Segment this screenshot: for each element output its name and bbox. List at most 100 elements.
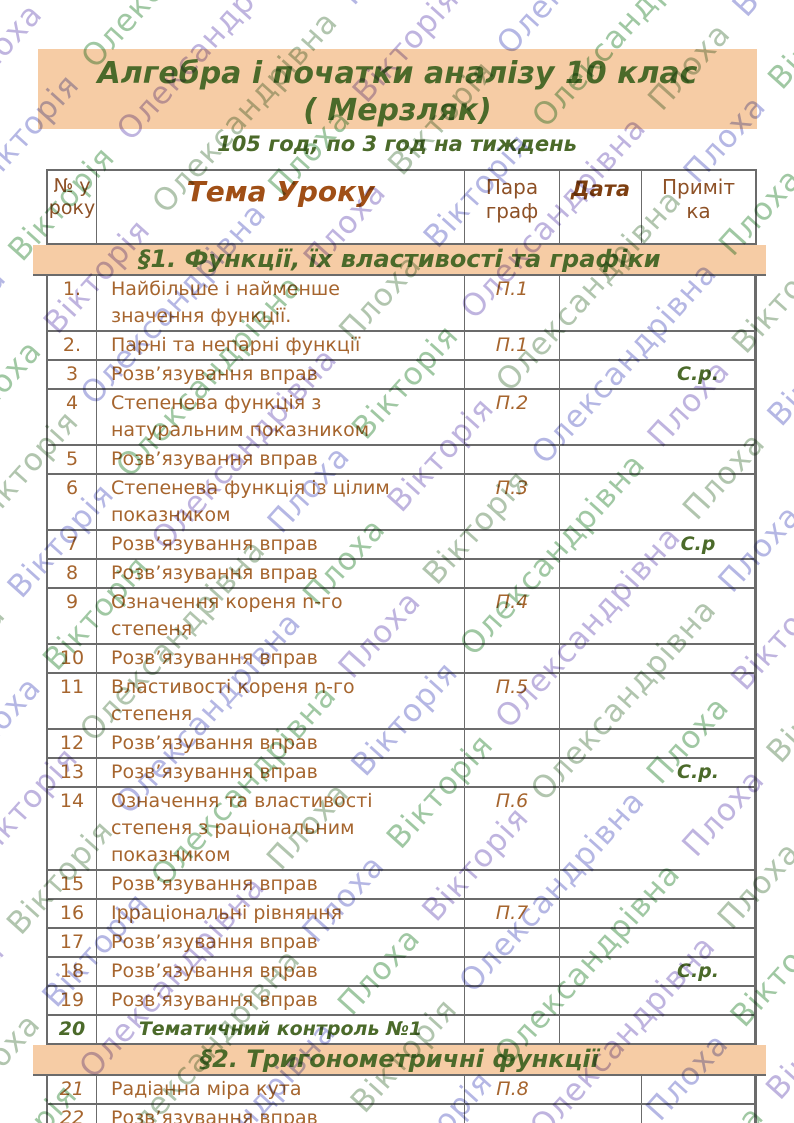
date-cell — [560, 1016, 642, 1045]
paragraph-cell — [465, 361, 560, 390]
date-cell — [560, 871, 642, 900]
lesson-number-cell: 4 — [48, 390, 97, 446]
lesson-number-cell: 12 — [48, 730, 97, 759]
lesson-number-cell: 10 — [48, 645, 97, 674]
note-cell — [642, 589, 755, 645]
lesson-number-cell: 5 — [48, 446, 97, 475]
paragraph-cell — [465, 446, 560, 475]
lesson-topic-cell: Розв’язування вправ — [97, 531, 465, 560]
lesson-topic-cell: Розв’язування вправ — [97, 645, 465, 674]
lesson-number-cell: 2. — [48, 332, 97, 361]
paragraph-cell: П.7 — [465, 900, 560, 929]
note-cell — [642, 929, 755, 958]
note-cell — [642, 987, 755, 1016]
lesson-topic-cell: Ірраціональні рівняння — [97, 900, 465, 929]
note-cell — [642, 1076, 755, 1105]
paragraph-cell: П.4 — [465, 589, 560, 645]
date-cell — [560, 531, 642, 560]
lesson-topic-cell: Означення та властивості степеня з раціо… — [97, 788, 465, 871]
subtitle: 105 год; по 3 год на тиждень — [217, 132, 577, 156]
paragraph-cell — [465, 958, 560, 987]
lesson-number-cell: 17 — [48, 929, 97, 958]
lesson-topic-cell: Степенева функція з натуральним показник… — [97, 390, 465, 446]
lesson-topic-cell: Розв’язування вправ — [97, 929, 465, 958]
lesson-topic-cell: Розв’язування вправ — [97, 1105, 465, 1123]
column-header-topic: Тема Уроку — [97, 171, 465, 245]
date-cell — [560, 987, 642, 1016]
note-cell — [642, 332, 755, 361]
paragraph-cell: П.6 — [465, 788, 560, 871]
lesson-topic-cell: Найбільше і найменше значення функції. — [97, 276, 465, 332]
lesson-number-cell: 20 — [48, 1016, 97, 1045]
page-title-line2: ( Мерзляк) — [303, 93, 492, 128]
column-header-date: Дата — [560, 171, 642, 245]
paragraph-cell: П.1 — [465, 332, 560, 361]
paragraph-cell — [465, 560, 560, 589]
note-cell: С.р — [642, 531, 755, 560]
date-cell — [560, 1105, 642, 1123]
lesson-number-cell: 19 — [48, 987, 97, 1016]
note-cell: С.р. — [642, 361, 755, 390]
lesson-topic-cell: Розв’язування вправ — [97, 987, 465, 1016]
lesson-number-cell: 14 — [48, 788, 97, 871]
page-title-line1: Алгебра і початки аналізу 10 клас — [97, 56, 698, 91]
lesson-topic-cell: Радіанна міра кута — [97, 1076, 465, 1105]
paragraph-cell — [465, 871, 560, 900]
paragraph-cell — [465, 929, 560, 958]
lesson-number-cell: 1. — [48, 276, 97, 332]
paragraph-cell: П.2 — [465, 390, 560, 446]
note-cell — [642, 390, 755, 446]
lesson-topic-cell: Розв’язування вправ — [97, 958, 465, 987]
note-cell — [642, 788, 755, 871]
note-cell — [642, 900, 755, 929]
date-cell — [560, 390, 642, 446]
lesson-number-cell: 3 — [48, 361, 97, 390]
lesson-number-cell: 16 — [48, 900, 97, 929]
lesson-number-cell: 8 — [48, 560, 97, 589]
section-header: §2. Тригонометричні функції — [33, 1045, 766, 1076]
date-cell — [560, 332, 642, 361]
date-cell — [560, 446, 642, 475]
date-cell — [560, 1076, 642, 1105]
note-cell — [642, 871, 755, 900]
lesson-topic-cell: Розв’язування вправ — [97, 361, 465, 390]
lesson-topic-cell: Розв’язування вправ — [97, 560, 465, 589]
date-cell — [560, 276, 642, 332]
document-content: Алгебра і початки аналізу 10 клас ( Мерз… — [0, 49, 794, 1123]
note-cell — [642, 475, 755, 531]
paragraph-cell — [465, 1016, 560, 1045]
lesson-number-cell: 18 — [48, 958, 97, 987]
paragraph-cell — [465, 531, 560, 560]
paragraph-cell — [465, 987, 560, 1016]
paragraph-cell: П.8 — [465, 1076, 560, 1105]
lesson-number-cell: 9 — [48, 589, 97, 645]
lesson-topic-cell: Тематичний контроль №1 — [97, 1016, 465, 1045]
lesson-number-cell: 21 — [48, 1076, 97, 1105]
column-header-note: Примітка — [642, 171, 755, 245]
section-header: §1. Функції, їх властивості та графіки — [33, 245, 766, 276]
lesson-number-cell: 15 — [48, 871, 97, 900]
date-cell — [560, 589, 642, 645]
note-cell — [642, 645, 755, 674]
date-cell — [560, 560, 642, 589]
column-header-lesson-number: № уроку — [48, 171, 97, 245]
lesson-topic-cell: Розв’язування вправ — [97, 871, 465, 900]
date-cell — [560, 645, 642, 674]
note-cell: С.р. — [642, 759, 755, 788]
note-cell: С.р. — [642, 958, 755, 987]
lesson-number-cell: 11 — [48, 674, 97, 730]
lesson-topic-cell: Розв’язування вправ — [97, 730, 465, 759]
date-cell — [560, 759, 642, 788]
date-cell — [560, 674, 642, 730]
paragraph-cell — [465, 1105, 560, 1123]
column-header-paragraph: Параграф — [465, 171, 560, 245]
note-cell — [642, 276, 755, 332]
note-cell — [642, 1105, 755, 1123]
title-banner: Алгебра і початки аналізу 10 клас ( Мерз… — [38, 49, 757, 129]
paragraph-cell: П.3 — [465, 475, 560, 531]
lesson-topic-cell: Парні та непарні функції — [97, 332, 465, 361]
paragraph-cell — [465, 759, 560, 788]
date-cell — [560, 475, 642, 531]
note-cell — [642, 446, 755, 475]
